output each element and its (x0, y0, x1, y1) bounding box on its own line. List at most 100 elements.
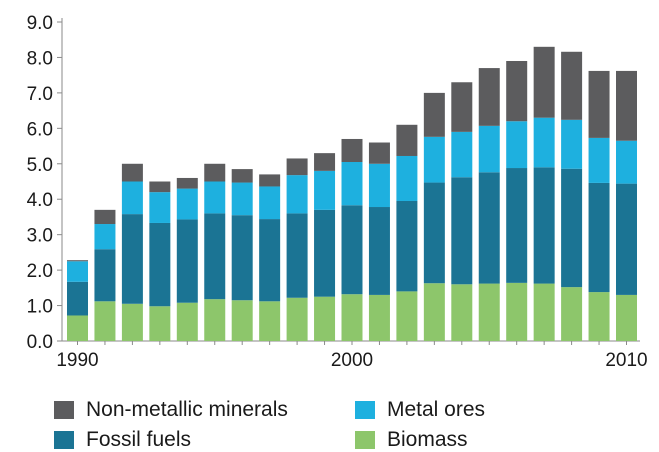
bar-segment-biomass-2000 (341, 294, 363, 341)
bar-segment-non-metallic-minerals-2008 (561, 51, 583, 120)
bar-segment-fossil-fuels-2000 (341, 205, 363, 295)
bar-segment-metal-ores-2009 (588, 137, 610, 183)
bar-segment-metal-ores-1995 (204, 181, 226, 214)
legend-swatch (355, 431, 375, 449)
bar-segment-metal-ores-2002 (396, 155, 418, 201)
bar-segment-non-metallic-minerals-1996 (231, 169, 253, 183)
bar-segment-biomass-2001 (368, 294, 390, 341)
bar-segment-non-metallic-minerals-2001 (368, 142, 390, 164)
bar-segment-non-metallic-minerals-2007 (533, 46, 555, 118)
bar-segment-metal-ores-2007 (533, 117, 555, 168)
bar-segment-fossil-fuels-2006 (506, 168, 528, 283)
bar-segment-non-metallic-minerals-1994 (176, 177, 198, 189)
legend-label: Non-metallic minerals (86, 398, 288, 421)
bar-segment-non-metallic-minerals-2000 (341, 138, 363, 163)
bar-segment-fossil-fuels-2003 (423, 182, 445, 284)
y-axis: 0.0 1.0 2.0 3.0 4.0 5.0 6.0 7.0 8.0 9.0 (27, 13, 63, 353)
bar-segment-metal-ores-1997 (259, 186, 281, 220)
bar-segment-fossil-fuels-2009 (588, 182, 610, 293)
bar-segment-non-metallic-minerals-2005 (478, 68, 500, 126)
bar-segment-non-metallic-minerals-2006 (506, 60, 528, 122)
bar-segment-metal-ores-1996 (231, 182, 253, 216)
bar-segment-non-metallic-minerals-1999 (314, 153, 336, 171)
x-tick-label: 2010 (605, 350, 647, 371)
bar-segment-fossil-fuels-1990 (67, 281, 88, 316)
bar-segment-biomass-1995 (204, 299, 226, 341)
y-tick-label: 5.0 (27, 155, 53, 176)
bar-segment-metal-ores-2008 (561, 119, 583, 169)
bar-segment-biomass-2004 (451, 284, 473, 341)
bar-segment-metal-ores-1990 (67, 261, 88, 282)
y-tick-label: 3.0 (27, 226, 53, 247)
bar-segment-fossil-fuels-1995 (204, 213, 226, 300)
bar-segment-fossil-fuels-2004 (451, 177, 473, 285)
bar-segment-biomass-2010 (616, 294, 637, 341)
legend-item-non-metallic-minerals: Non-metallic minerals (54, 398, 288, 422)
y-tick-label: 0.0 (27, 332, 53, 353)
bar-segment-non-metallic-minerals-1990 (67, 260, 88, 262)
bar-segment-fossil-fuels-1992 (121, 214, 143, 304)
bar-segment-non-metallic-minerals-2010 (616, 70, 637, 141)
bar-segment-metal-ores-2005 (478, 125, 500, 173)
legend-swatch (54, 431, 74, 449)
bar-segment-fossil-fuels-1993 (149, 222, 171, 307)
bar-segment-non-metallic-minerals-1995 (204, 163, 226, 182)
bar-segment-biomass-1998 (286, 297, 308, 341)
bar-segment-metal-ores-2001 (368, 163, 390, 208)
bar-segment-fossil-fuels-2005 (478, 172, 500, 284)
bar-segment-metal-ores-1999 (314, 170, 336, 210)
bar-segment-non-metallic-minerals-2004 (451, 82, 473, 132)
bar-segment-metal-ores-1993 (149, 192, 171, 223)
bar-segment-metal-ores-2010 (616, 140, 637, 184)
bar-segment-non-metallic-minerals-2009 (588, 70, 610, 138)
bar-segment-metal-ores-1991 (94, 224, 116, 250)
bar-segment-biomass-2009 (588, 292, 610, 341)
bar-segment-metal-ores-2004 (451, 131, 473, 178)
bar-segment-non-metallic-minerals-1993 (149, 181, 171, 193)
bar-segment-biomass-1993 (149, 306, 171, 341)
bar-segment-biomass-1996 (231, 300, 253, 341)
bar-segment-biomass-1992 (121, 303, 143, 341)
legend-label: Metal ores (387, 398, 486, 421)
bar-segment-biomass-2003 (423, 283, 445, 341)
legend-item-fossil-fuels: Fossil fuels (54, 428, 191, 452)
y-tick-label: 1.0 (27, 297, 53, 318)
bar-segment-fossil-fuels-2007 (533, 167, 555, 284)
bar-segment-fossil-fuels-2010 (616, 183, 637, 295)
x-tick-label: 1990 (56, 350, 98, 371)
stacked-bar-chart: 0.0 1.0 2.0 3.0 4.0 5.0 6.0 7.0 8.0 9.0 1990 2000 2… (27, 13, 648, 371)
legend-label: Biomass (387, 428, 468, 451)
bar-segment-fossil-fuels-1991 (94, 249, 116, 302)
bar-segment-biomass-2008 (561, 287, 583, 341)
x-tick-label: 2000 (331, 350, 373, 371)
bar-segment-metal-ores-1998 (286, 175, 308, 214)
bar-segment-metal-ores-1994 (176, 188, 198, 220)
bar-segment-biomass-1991 (94, 301, 116, 341)
bar-segment-non-metallic-minerals-1998 (286, 158, 308, 176)
legend-swatch (355, 401, 375, 419)
bar-segment-fossil-fuels-1999 (314, 209, 336, 297)
bar-segment-biomass-2007 (533, 283, 555, 341)
bar-segment-fossil-fuels-1997 (259, 219, 281, 302)
bar-segment-biomass-2005 (478, 283, 500, 341)
bar-segment-fossil-fuels-1998 (286, 213, 308, 298)
bar-segment-fossil-fuels-1994 (176, 219, 198, 303)
bar-segment-biomass-2002 (396, 291, 418, 341)
x-axis: 1990 2000 2010 (56, 340, 648, 371)
y-tick-label: 9.0 (27, 13, 53, 34)
legend-item-biomass: Biomass (355, 428, 468, 452)
bar-segment-non-metallic-minerals-1997 (259, 174, 281, 187)
y-tick-label: 2.0 (27, 261, 53, 282)
bar-segment-non-metallic-minerals-2003 (423, 92, 445, 137)
bar-segment-fossil-fuels-1996 (231, 215, 253, 301)
legend: Non-metallic minerals Metal ores Fossil … (0, 392, 659, 452)
bar-segment-biomass-1997 (259, 301, 281, 341)
bar-segment-metal-ores-2003 (423, 136, 445, 183)
bar-segment-biomass-2006 (506, 282, 528, 341)
y-tick-label: 7.0 (27, 84, 53, 105)
bar-segment-fossil-fuels-2002 (396, 200, 418, 292)
y-tick-label: 8.0 (27, 48, 53, 69)
y-tick-label: 6.0 (27, 119, 53, 140)
bar-segment-non-metallic-minerals-2002 (396, 124, 418, 156)
y-tick-label: 4.0 (27, 190, 53, 211)
